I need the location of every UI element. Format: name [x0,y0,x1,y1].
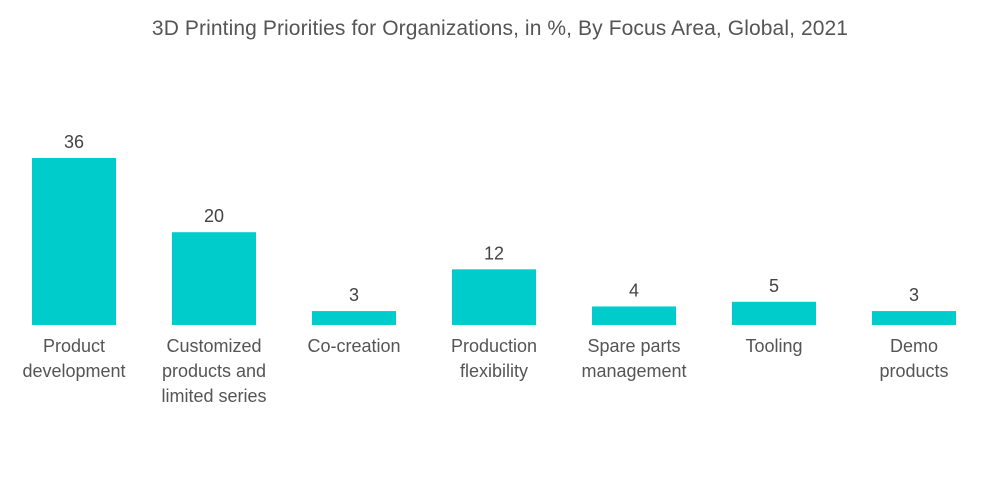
data-labels-group: 36 20 3 12 4 5 3 [64,132,919,305]
data-label: 36 [64,132,84,152]
category-label-line: management [581,361,686,381]
category-label: Production flexibility [451,336,537,381]
category-label: Spare parts management [581,336,686,381]
data-label: 5 [769,276,779,296]
data-label: 20 [204,206,224,226]
category-label-line: Customized [166,336,261,356]
chart-title: 3D Printing Priorities for Organizations… [151,17,849,40]
bar [172,232,256,325]
category-label: Product development [22,336,125,381]
category-label: Demo products [879,336,948,381]
bars-group [32,158,956,325]
bar [312,311,396,325]
category-label-line: Spare parts [587,336,680,356]
category-label-line: products and [162,361,266,381]
category-label-line: products [879,361,948,381]
category-label: Tooling [745,336,802,356]
bar [452,269,536,325]
data-label: 12 [484,243,504,263]
data-label: 3 [909,285,919,305]
category-labels-group: Product development Customized products and… [22,336,948,406]
category-label: Co-creation [307,336,400,356]
category-label-line: Tooling [745,336,802,356]
bar [732,301,816,325]
category-label-line: Co-creation [307,336,400,356]
data-label: 3 [349,285,359,305]
category-label-line: Product [43,336,105,356]
category-label: Customized products and limited series [161,336,266,406]
category-label-line: development [22,361,125,381]
bar [872,311,956,325]
category-label-line: flexibility [460,361,528,381]
bar [592,306,676,325]
bar [32,158,116,325]
category-label-line: limited series [161,386,266,406]
data-label: 4 [629,280,639,300]
category-label-line: Production [451,336,537,356]
category-label-line: Demo [890,336,938,356]
